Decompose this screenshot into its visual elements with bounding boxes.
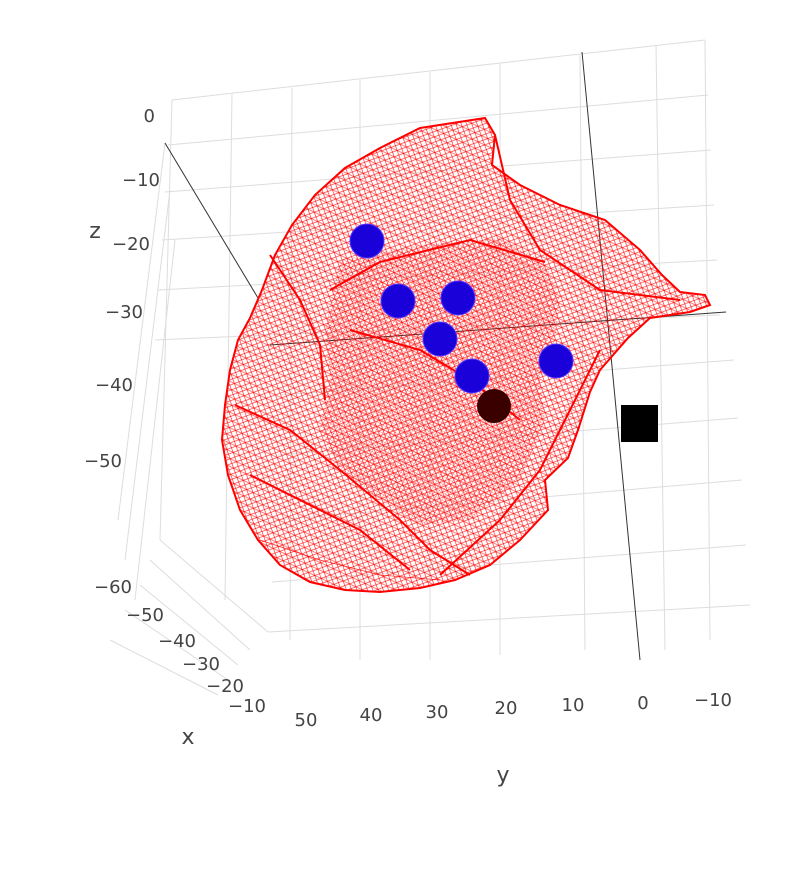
y-axis-ticks: 50 40 30 20 10 0 −10 (295, 690, 732, 731)
grid-line (224, 93, 233, 601)
mesh-fold-4 (494, 134, 681, 301)
sphere-6[interactable] (538, 343, 574, 379)
z-axis-ticks: 0 −10 −20 −30 −40 −50 (84, 106, 160, 472)
grid-line (134, 239, 176, 601)
grid-line (117, 142, 166, 521)
grid-line (704, 39, 711, 641)
grid-line (149, 559, 251, 651)
grid-line (167, 94, 709, 146)
data-points[interactable] (349, 223, 658, 442)
grid-line (124, 609, 229, 681)
mesh-fold-5 (439, 349, 601, 576)
x-axis-line (164, 142, 259, 299)
grid-line (159, 539, 269, 633)
z-tick-label: −10 (122, 170, 160, 191)
grid-line (267, 604, 751, 633)
y-tick-label: 20 (495, 698, 518, 719)
y-tick-label: 40 (360, 705, 383, 726)
x-axis-ticks: −10 −20 −30 −40 −50 −60 (94, 577, 266, 717)
sphere-3[interactable] (440, 280, 476, 316)
mesh-fold-1 (234, 404, 471, 576)
x-tick-label: −30 (182, 654, 220, 675)
mesh-fold-3 (329, 238, 546, 291)
y-tick-label: 0 (637, 693, 648, 714)
square-marker[interactable] (621, 405, 658, 442)
sphere-2[interactable] (380, 283, 416, 319)
y-tick-label: −10 (694, 690, 732, 711)
grid-line (139, 584, 239, 666)
y-tick-label: 30 (426, 702, 449, 723)
x-tick-label: −40 (158, 631, 196, 652)
x-axis-title: x (181, 725, 194, 750)
z-tick-label: −20 (112, 234, 150, 255)
sphere-1[interactable] (349, 223, 385, 259)
x-tick-label: −50 (126, 605, 164, 626)
z-tick-label: −40 (95, 375, 133, 396)
y-tick-label: 50 (295, 710, 318, 731)
sphere-4[interactable] (422, 321, 458, 357)
x-tick-label: −10 (228, 696, 266, 717)
x-tick-label: −60 (94, 577, 132, 598)
y-axis-title: y (496, 763, 509, 788)
surface-mesh[interactable] (220, 116, 712, 594)
mesh-fold-2 (249, 474, 411, 571)
mesh-fold-8 (259, 539, 441, 581)
grid-line (655, 44, 666, 651)
x-tick-label: −20 (206, 676, 244, 697)
mesh-fold-6 (269, 254, 326, 401)
mesh-inner-region (320, 238, 560, 525)
sphere-dark[interactable] (477, 389, 511, 423)
z-tick-label: 0 (144, 106, 155, 127)
z-tick-label: −50 (84, 451, 122, 472)
y-tick-label: 10 (562, 695, 585, 716)
z-axis-title: z (89, 219, 101, 244)
grid-line (171, 39, 706, 101)
grid-line (109, 639, 219, 696)
sphere-5[interactable] (454, 358, 490, 394)
grid-line (124, 189, 171, 561)
z-tick-label: −30 (105, 302, 143, 323)
